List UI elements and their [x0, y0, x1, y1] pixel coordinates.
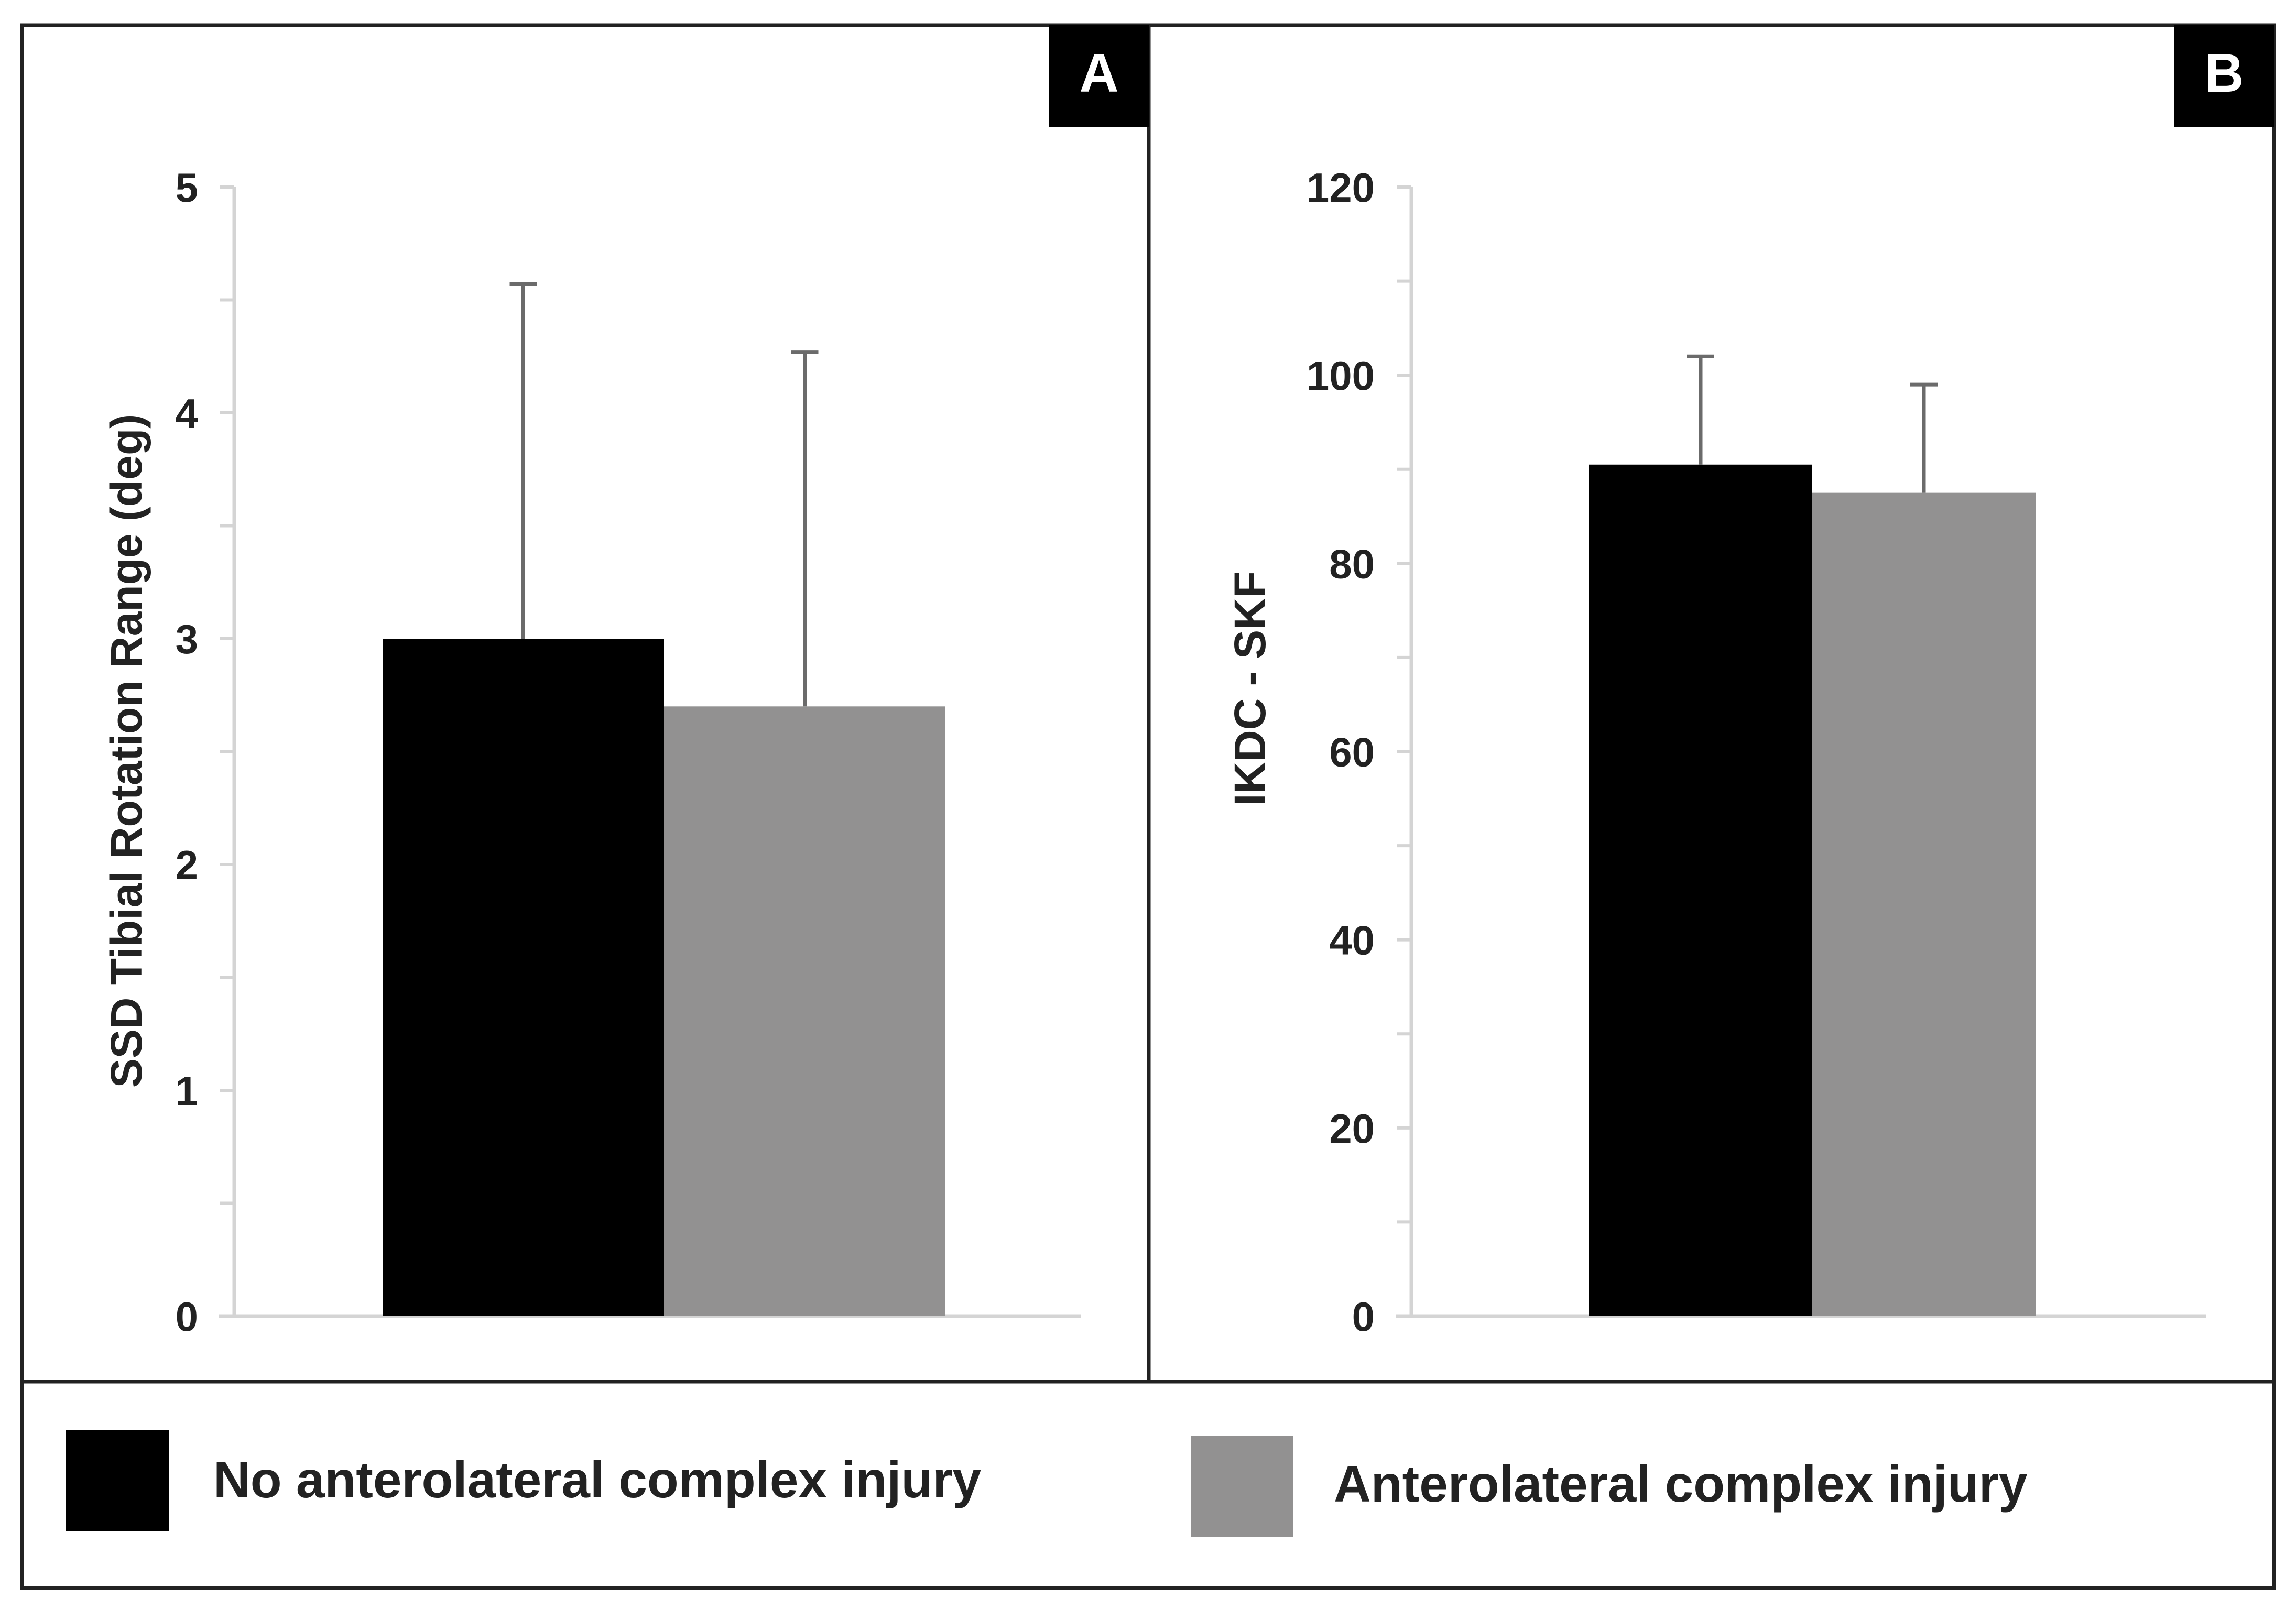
panel-a-y-tick-label: 5: [176, 165, 198, 211]
panel-b-y-tick-label: 0: [1352, 1294, 1375, 1340]
legend-swatch-injury: [1191, 1436, 1293, 1537]
panel-b-badge-label: B: [2204, 43, 2244, 104]
panel-b-badge: [2174, 25, 2274, 127]
panel-b-y-tick-label: 60: [1329, 729, 1375, 775]
legend-swatch-no-injury: [66, 1430, 169, 1531]
panel-b-bar-no-injury: [1589, 464, 1812, 1317]
panel-b-y-tick-label: 40: [1329, 917, 1375, 964]
panel-b-bars: [1589, 354, 2036, 1317]
panel-a-y-tick-label: 0: [176, 1294, 198, 1340]
panel-a-y-tick-label: 2: [176, 842, 198, 888]
panel-a-y-tick-label: 1: [176, 1068, 198, 1114]
panel-a-badge: [1049, 25, 1149, 127]
panel-b: B IKDC - SKF 0 20 40 60 80 100 120: [1225, 25, 2274, 1340]
panel-a-y-axis: 0 1 2 3 4 5: [176, 165, 1081, 1340]
panel-b-y-tick-label: 80: [1329, 541, 1375, 587]
legend-label-no-injury: No anterolateral complex injury: [213, 1451, 981, 1508]
panel-a-y-tick-label: 3: [176, 616, 198, 662]
panel-a-bars: [383, 282, 945, 1316]
legend-label-injury: Anterolateral complex injury: [1334, 1455, 2028, 1513]
panel-a-y-tick-label: 4: [176, 390, 198, 436]
panel-a: A SSD Tibial Rotation Range (deg) 0 1 2 3 4 5: [102, 25, 1149, 1340]
panel-b-y-axis-title: IKDC - SKF: [1225, 571, 1275, 806]
panel-b-bar-injury: [1812, 492, 2036, 1317]
panel-a-bar-injury: [664, 706, 945, 1316]
panel-b-y-tick-label: 20: [1329, 1105, 1375, 1152]
panel-a-y-axis-title: SSD Tibial Rotation Range (deg): [102, 414, 151, 1088]
panel-a-badge-label: A: [1079, 43, 1118, 104]
panel-b-y-tick-label: 120: [1307, 165, 1375, 211]
panel-b-y-tick-label: 100: [1307, 353, 1375, 399]
panel-a-bar-no-injury: [383, 639, 664, 1316]
